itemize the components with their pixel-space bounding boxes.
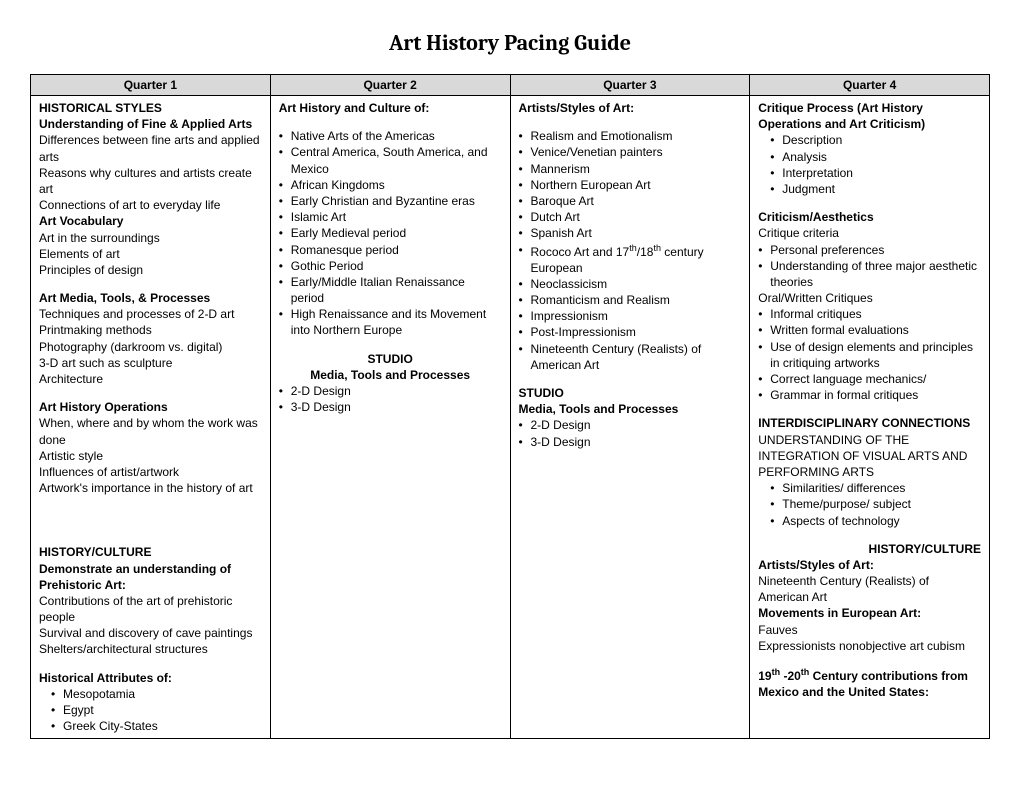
q1-line: 3-D art such as sculpture (39, 355, 262, 371)
col-header-q1: Quarter 1 (31, 75, 271, 96)
cell-q3: Artists/Styles of Art: •Realism and Emot… (510, 96, 750, 739)
q1-subheading: Historical Attributes of: (39, 670, 262, 686)
q3-bullet: •Dutch Art (519, 209, 742, 225)
col-header-q4: Quarter 4 (750, 75, 990, 96)
q2-bullet: •Early/Middle Italian Renaissance period (279, 274, 502, 306)
q2-bullet: •2-D Design (279, 383, 502, 399)
q1-line: Contributions of the art of prehistoric … (39, 593, 262, 625)
q4-line: Nineteenth Century (Realists) of America… (758, 573, 981, 605)
q4-line: Fauves (758, 622, 981, 638)
q3-bullet: •Romanticism and Realism (519, 292, 742, 308)
q1-line: Differences between fine arts and applie… (39, 132, 262, 164)
q4-bullet: •Aspects of technology (758, 513, 981, 529)
q2-bullet: •High Renaissance and its Movement into … (279, 306, 502, 338)
q2-bullet: •Romanesque period (279, 242, 502, 258)
q3-heading: Artists/Styles of Art: (519, 100, 742, 116)
q4-bullet: •Interpretation (758, 165, 981, 181)
q4-bullet: •Understanding of three major aesthetic … (758, 258, 981, 290)
q1-line: Connections of art to everyday life (39, 197, 262, 213)
q3-bullet: •Realism and Emotionalism (519, 128, 742, 144)
q3-subheading: STUDIO (519, 385, 742, 401)
q1-line: Techniques and processes of 2-D art (39, 306, 262, 322)
q2-bullet: •Islamic Art (279, 209, 502, 225)
q3-subheading: Media, Tools and Processes (519, 401, 742, 417)
q1-line: Shelters/architectural structures (39, 641, 262, 657)
col-header-q2: Quarter 2 (270, 75, 510, 96)
q2-bullet: •Native Arts of the Americas (279, 128, 502, 144)
page-title: Art History Pacing Guide (30, 30, 990, 56)
q3-bullet: •2-D Design (519, 417, 742, 433)
q3-bullet: •Baroque Art (519, 193, 742, 209)
q2-bullet: •Early Medieval period (279, 225, 502, 241)
q1-line: Art in the surroundings (39, 230, 262, 246)
q4-line: UNDERSTANDING OF THE INTEGRATION OF VISU… (758, 432, 981, 481)
q1-bullet: •Mesopotamia (39, 686, 262, 702)
pacing-table: Quarter 1 Quarter 2 Quarter 3 Quarter 4 … (30, 74, 990, 739)
q4-bullet: •Description (758, 132, 981, 148)
q1-line: Reasons why cultures and artists create … (39, 165, 262, 197)
q2-subheading: Media, Tools and Processes (279, 367, 502, 383)
q4-bullet: •Written formal evaluations (758, 322, 981, 338)
q1-line: Photography (darkroom vs. digital) (39, 339, 262, 355)
col-header-q3: Quarter 3 (510, 75, 750, 96)
q3-bullet: •Nineteenth Century (Realists) of Americ… (519, 341, 742, 373)
q3-bullet: •Impressionism (519, 308, 742, 324)
q2-bullet: •Gothic Period (279, 258, 502, 274)
cell-q1: HISTORICAL STYLES Understanding of Fine … (31, 96, 271, 739)
q1-heading: HISTORICAL STYLES (39, 100, 262, 116)
q3-bullet: •Neoclassicism (519, 276, 742, 292)
q4-bullet: •Correct language mechanics/ (758, 371, 981, 387)
q3-bullet: •3-D Design (519, 434, 742, 450)
q1-line: Artistic style (39, 448, 262, 464)
q4-line: Oral/Written Critiques (758, 290, 981, 306)
cell-q4: Critique Process (Art History Operations… (750, 96, 990, 739)
q1-line: Printmaking methods (39, 322, 262, 338)
q1-bullet: •Greek City-States (39, 718, 262, 734)
q4-heading: Critique Process (Art History Operations… (758, 100, 981, 132)
q4-subheading: Movements in European Art: (758, 605, 981, 621)
q4-bullet: •Judgment (758, 181, 981, 197)
q3-bullet: •Northern European Art (519, 177, 742, 193)
q4-line: 19th -20th Century contributions from Me… (758, 666, 981, 700)
q4-subheading: Criticism/Aesthetics (758, 209, 981, 225)
q1-subheading: Art Media, Tools, & Processes (39, 290, 262, 306)
q1-line: Architecture (39, 371, 262, 387)
q3-bullet: •Spanish Art (519, 225, 742, 241)
q1-line: Elements of art (39, 246, 262, 262)
q4-subheading: Artists/Styles of Art: (758, 557, 981, 573)
cell-q2: Art History and Culture of: •Native Arts… (270, 96, 510, 739)
q1-line: Artwork's importance in the history of a… (39, 480, 262, 496)
q4-line: Expressionists nonobjective art cubism (758, 638, 981, 654)
q3-bullet: •Rococo Art and 17th/18th century Europe… (519, 242, 742, 276)
q2-bullet: •3-D Design (279, 399, 502, 415)
q4-bullet: •Personal preferences (758, 242, 981, 258)
q1-bullet: •Egypt (39, 702, 262, 718)
q4-bullet: •Grammar in formal critiques (758, 387, 981, 403)
q4-bullet: •Theme/purpose/ subject (758, 496, 981, 512)
q1-line: When, where and by whom the work was don… (39, 415, 262, 447)
q2-bullet: •Central America, South America, and Mex… (279, 144, 502, 176)
q4-subheading: INTERDISCIPLINARY CONNECTIONS (758, 415, 981, 431)
q4-bullet: •Informal critiques (758, 306, 981, 322)
q3-bullet: •Mannerism (519, 161, 742, 177)
q1-subheading: HISTORY/CULTURE (39, 544, 262, 560)
q3-bullet: •Venice/Venetian painters (519, 144, 742, 160)
q4-subheading: HISTORY/CULTURE (758, 541, 981, 557)
q1-line: Principles of design (39, 262, 262, 278)
q2-bullet: •African Kingdoms (279, 177, 502, 193)
q3-bullet: •Post-Impressionism (519, 324, 742, 340)
q2-bullet: •Early Christian and Byzantine eras (279, 193, 502, 209)
q1-subheading: Art Vocabulary (39, 213, 262, 229)
q4-bullet: •Similarities/ differences (758, 480, 981, 496)
q1-line: Influences of artist/artwork (39, 464, 262, 480)
q4-bullet: •Use of design elements and principles i… (758, 339, 981, 371)
q1-line: Survival and discovery of cave paintings (39, 625, 262, 641)
q1-subheading: Demonstrate an understanding of Prehisto… (39, 561, 262, 593)
q4-bullet: •Analysis (758, 149, 981, 165)
q2-heading: Art History and Culture of: (279, 100, 502, 116)
q4-line: Critique criteria (758, 225, 981, 241)
q2-subheading: STUDIO (279, 351, 502, 367)
q1-subheading: Understanding of Fine & Applied Arts (39, 116, 262, 132)
q1-subheading: Art History Operations (39, 399, 262, 415)
